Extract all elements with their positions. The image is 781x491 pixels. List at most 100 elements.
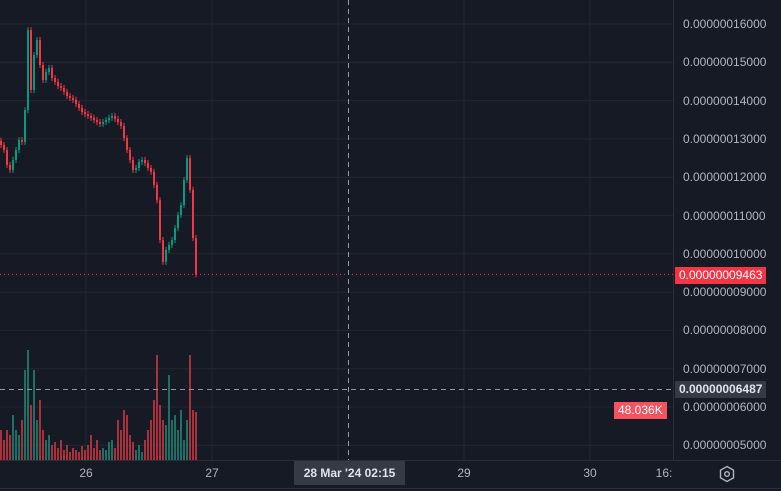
candle-body bbox=[0, 141, 2, 145]
volume-bar bbox=[114, 448, 116, 460]
candle-body bbox=[6, 150, 8, 165]
candle-body bbox=[192, 190, 194, 238]
volume-bar bbox=[84, 450, 86, 460]
volume-bar bbox=[39, 400, 41, 460]
candle-body bbox=[150, 168, 152, 172]
volume-bar bbox=[42, 430, 44, 460]
candle-body bbox=[153, 172, 155, 185]
candle-body bbox=[99, 122, 101, 124]
candle-body bbox=[141, 160, 143, 162]
candle-body bbox=[48, 68, 50, 72]
volume-bar bbox=[147, 430, 149, 460]
candle-body bbox=[177, 215, 179, 228]
candle-body bbox=[84, 112, 86, 114]
volume-bar bbox=[18, 435, 20, 460]
candle-body bbox=[195, 238, 197, 274]
candle-body bbox=[54, 78, 56, 82]
volume-bar bbox=[75, 450, 77, 460]
candle-body bbox=[33, 55, 35, 90]
volume-bar bbox=[135, 450, 137, 460]
candle-body bbox=[114, 116, 116, 119]
candle-body bbox=[144, 160, 146, 163]
volume-bar bbox=[24, 370, 26, 460]
candle-body bbox=[78, 104, 80, 108]
candle-body bbox=[3, 145, 5, 150]
volume-bar bbox=[126, 415, 128, 460]
volume-bar bbox=[90, 435, 92, 460]
price-tick: 0.00000015000 bbox=[683, 55, 766, 69]
candle-body bbox=[93, 118, 95, 120]
volume-bar bbox=[189, 355, 191, 460]
volume-bar bbox=[123, 410, 125, 460]
volume-bar bbox=[162, 420, 164, 460]
price-tick: 0.00000013000 bbox=[683, 132, 766, 146]
volume-bar bbox=[195, 412, 197, 460]
volume-bar bbox=[33, 370, 35, 460]
time-tick-26: 26 bbox=[79, 466, 92, 480]
volume-bar bbox=[93, 448, 95, 460]
candle-body bbox=[156, 185, 158, 200]
volume-bar bbox=[63, 450, 65, 460]
price-tick: 0.00000012000 bbox=[683, 170, 766, 184]
volume-bar bbox=[96, 440, 98, 460]
volume-bar bbox=[153, 400, 155, 460]
volume-bar bbox=[156, 355, 158, 460]
candle-body bbox=[87, 114, 89, 116]
candle-body bbox=[138, 162, 140, 168]
volume-bar bbox=[183, 440, 185, 460]
price-tick: 0.00000009000 bbox=[683, 285, 766, 299]
settings-icon[interactable] bbox=[718, 465, 736, 483]
volume-bar bbox=[60, 440, 62, 460]
volume-bar bbox=[12, 415, 14, 460]
candle-body bbox=[66, 92, 68, 96]
volume-bar bbox=[0, 430, 2, 460]
crosshair-price-label: 0.00000006487 bbox=[675, 381, 766, 398]
price-tick: 0.00000008000 bbox=[683, 323, 766, 337]
candle-body bbox=[69, 96, 71, 98]
candle-body bbox=[90, 116, 92, 118]
volume-bar bbox=[72, 448, 74, 460]
candle-body bbox=[36, 40, 38, 55]
candle-body bbox=[162, 240, 164, 262]
volume-bar bbox=[108, 442, 110, 460]
candle-body bbox=[147, 163, 149, 168]
price-tick: 0.00000014000 bbox=[683, 94, 766, 108]
volume-bar bbox=[168, 375, 170, 460]
candle-body bbox=[57, 82, 59, 86]
volume-bar bbox=[105, 450, 107, 460]
candle-body bbox=[108, 118, 110, 120]
volume-bar bbox=[177, 430, 179, 460]
volume-bar bbox=[3, 440, 5, 460]
candle-body bbox=[9, 165, 11, 170]
volume-bar bbox=[186, 420, 188, 460]
volume-bar bbox=[21, 420, 23, 460]
price-tick: 0.00000007000 bbox=[683, 362, 766, 376]
price-tick: 0.00000005000 bbox=[683, 438, 766, 452]
volume-bar bbox=[120, 430, 122, 460]
candle-body bbox=[72, 98, 74, 100]
volume-bar bbox=[165, 425, 167, 460]
candle-body bbox=[111, 116, 113, 118]
time-tick-30: 30 bbox=[583, 466, 596, 480]
volume-bar bbox=[129, 435, 131, 460]
volume-bar bbox=[6, 430, 8, 460]
volume-bar bbox=[99, 450, 101, 460]
candle-body bbox=[120, 122, 122, 126]
candle-body bbox=[183, 180, 185, 205]
volume-bar bbox=[171, 420, 173, 460]
volume-bar bbox=[15, 430, 17, 460]
candle-body bbox=[15, 150, 17, 160]
volume-bar bbox=[51, 445, 53, 460]
candle-body bbox=[186, 158, 188, 180]
candle-body bbox=[27, 30, 29, 110]
candle-body bbox=[180, 205, 182, 215]
candle-body bbox=[51, 68, 53, 78]
candle-body bbox=[132, 160, 134, 170]
volume-bar bbox=[54, 442, 56, 460]
volume-bar bbox=[180, 410, 182, 460]
volume-bar bbox=[30, 405, 32, 460]
candle-body bbox=[18, 140, 20, 150]
candle-body bbox=[117, 119, 119, 122]
candle-body bbox=[126, 138, 128, 150]
candle-body bbox=[159, 200, 161, 240]
